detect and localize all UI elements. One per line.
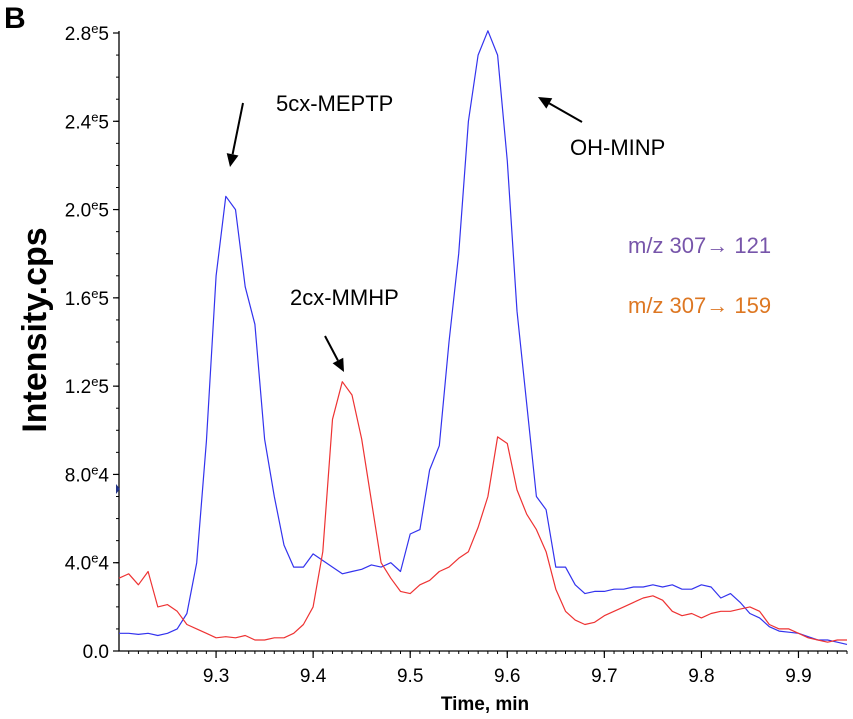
annotation-label: 5cx-MEPTP	[276, 91, 393, 116]
annotation-arrow	[548, 102, 583, 123]
x-tick-label: 9.4	[300, 666, 327, 687]
x-tick-label: 9.6	[494, 666, 520, 687]
annotation-arrowhead	[538, 97, 553, 109]
y-tick-label: 8.0e4	[65, 462, 110, 486]
x-tick-label: 9.7	[591, 666, 617, 687]
y-tick-label: 2.4e5	[65, 109, 109, 133]
annotation-label: 2cx-MMHP	[290, 285, 399, 310]
annotation-arrowhead	[332, 357, 344, 372]
annotation-label: OH-MINP	[570, 135, 665, 160]
series-line-2	[118, 381, 847, 643]
annotation-arrow	[324, 335, 339, 361]
annotation-arrow	[231, 102, 244, 155]
series-group	[118, 30, 848, 645]
x-tick-label: 9.9	[785, 666, 811, 687]
axes	[118, 31, 847, 652]
axis-marker	[116, 484, 120, 494]
y-tick-label: 2.0e5	[65, 198, 109, 222]
y-axis-label: Intensity.cps	[16, 227, 54, 432]
axis-frame	[118, 31, 847, 652]
y-tick-label: 1.2e5	[65, 374, 109, 398]
x-tick-label: 9.3	[203, 666, 229, 687]
panel-label: B	[4, 2, 26, 35]
x-axis-label: Time, min	[441, 694, 529, 715]
y-tick-label: 1.6e5	[65, 286, 109, 310]
legend-entry-1: m/z 307→ 121	[628, 233, 771, 258]
series-line-1	[119, 30, 848, 645]
y-tick-label: 0.0	[83, 642, 109, 663]
axis-ticks: 9.3 9.4 9.5 9.6 9.7 9.8 9.9 0.0 4.0e4 8.0e4 1.2e5 1…	[65, 21, 848, 687]
x-tick-label: 9.8	[688, 666, 714, 687]
annotation-arrowhead	[226, 153, 239, 167]
annotations: 5cx-MEPTP OH-MINP 2cx-MMHP	[226, 91, 665, 372]
legend: m/z 307→ 121 m/z 307→ 159	[628, 233, 771, 318]
y-tick-label: 2.8e5	[65, 21, 109, 45]
y-tick-label: 4.0e4	[65, 551, 110, 575]
x-tick-label: 9.5	[397, 666, 423, 687]
legend-entry-2: m/z 307→ 159	[628, 293, 771, 318]
